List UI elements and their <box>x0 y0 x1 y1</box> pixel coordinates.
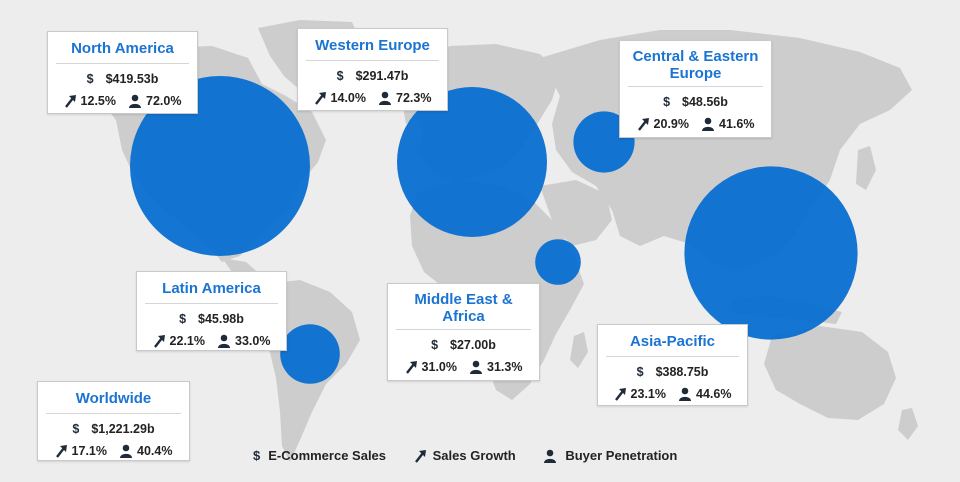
growth-value: 23.1% <box>630 387 666 401</box>
stats-row: 17.1% 40.4% <box>38 444 189 458</box>
trend-arrow-icon <box>314 92 326 105</box>
sales-row: $ $1,221.29b <box>38 422 189 436</box>
middle-east-shape <box>540 180 612 246</box>
sales-value: $48.56b <box>682 95 728 109</box>
sales-row: $ $45.98b <box>137 312 286 326</box>
region-name: North America <box>71 40 174 57</box>
person-icon <box>470 360 482 374</box>
australia-shape <box>764 326 896 420</box>
person-icon <box>129 94 141 108</box>
callout-latin-america: Latin America $ $45.98b 22.1% 33.0% <box>136 271 287 351</box>
region-name: Worldwide <box>75 390 152 407</box>
penetration-value: 72.3% <box>396 91 432 105</box>
legend-label: Buyer Penetration <box>565 448 678 463</box>
sales-row: $ $291.47b <box>298 69 447 83</box>
callout-north-america: North America $ $419.53b 12.5% 72.0% <box>47 31 198 114</box>
stats-row: 14.0% 72.3% <box>298 91 447 105</box>
bubble-latin-america <box>280 324 340 384</box>
divider <box>145 303 278 304</box>
growth-value: 17.1% <box>71 444 107 458</box>
person-icon <box>218 334 230 348</box>
new-zealand-shape <box>898 408 918 440</box>
trend-arrow-icon <box>64 95 76 108</box>
callout-asia-pacific: Asia-Pacific $ $388.75b 23.1% 44.6% <box>597 324 748 406</box>
callout-middle-east-africa: Middle East & Africa $ $27.00b 31.0% 31.3% <box>387 283 540 381</box>
sales-value: $388.75b <box>655 365 709 379</box>
region-name: Western Europe <box>315 37 430 54</box>
legend-item-sales: $ E-Commerce Sales <box>253 448 386 463</box>
growth-value: 31.0% <box>421 360 457 374</box>
person-icon <box>679 387 691 401</box>
penetration-value: 41.6% <box>719 117 755 131</box>
dollar-icon: $ <box>72 422 80 436</box>
legend-item-growth: Sales Growth <box>414 448 516 463</box>
callout-western-europe: Western Europe $ $291.47b 14.0% 72.3% <box>297 28 448 111</box>
person-icon <box>702 117 714 131</box>
penetration-value: 31.3% <box>487 360 523 374</box>
divider <box>56 63 189 64</box>
sales-row: $ $48.56b <box>620 95 771 109</box>
stats-row: 20.9% 41.6% <box>620 117 771 131</box>
growth-value: 22.1% <box>169 334 205 348</box>
legend-item-penetration: Buyer Penetration <box>543 448 677 463</box>
dollar-icon: $ <box>86 72 94 86</box>
person-icon <box>120 444 132 458</box>
dollar-icon: $ <box>663 95 671 109</box>
growth-value: 14.0% <box>330 91 366 105</box>
callout-central-eastern-europe: Central & Eastern Europe $ $48.56b 20.9% 4… <box>619 40 772 138</box>
trend-arrow-icon <box>405 361 417 374</box>
dollar-icon: $ <box>636 365 644 379</box>
divider <box>628 86 763 87</box>
sales-value: $27.00b <box>450 338 496 352</box>
penetration-value: 40.4% <box>137 444 173 458</box>
stats-row: 12.5% 72.0% <box>48 94 197 108</box>
sales-value: $1,221.29b <box>91 422 155 436</box>
stats-row: 31.0% 31.3% <box>388 360 539 374</box>
penetration-value: 44.6% <box>696 387 732 401</box>
dollar-icon: $ <box>253 448 261 463</box>
callout-worldwide: Worldwide $ $1,221.29b 17.1% 40.4% <box>37 381 190 461</box>
divider <box>396 329 531 330</box>
region-name: Central & Eastern Europe <box>632 48 759 82</box>
penetration-value: 33.0% <box>235 334 271 348</box>
sales-value: $419.53b <box>105 72 159 86</box>
legend-label: Sales Growth <box>432 448 516 463</box>
penetration-value: 72.0% <box>146 94 182 108</box>
sales-value: $291.47b <box>355 69 409 83</box>
trend-arrow-icon <box>414 450 426 463</box>
trend-arrow-icon <box>153 335 165 348</box>
divider <box>306 60 439 61</box>
person-icon <box>544 449 557 463</box>
region-name: Latin America <box>162 280 261 297</box>
sales-row: $ $27.00b <box>388 338 539 352</box>
region-name: Asia-Pacific <box>629 333 716 350</box>
divider <box>46 413 181 414</box>
dollar-icon: $ <box>336 69 344 83</box>
madagascar-shape <box>570 332 588 368</box>
dollar-icon: $ <box>179 312 187 326</box>
divider <box>606 356 739 357</box>
bubble-north-america <box>130 76 310 256</box>
person-icon <box>379 91 391 105</box>
trend-arrow-icon <box>614 388 626 401</box>
bubble-western-europe <box>397 87 547 237</box>
trend-arrow-icon <box>637 118 649 131</box>
dollar-icon: $ <box>431 338 439 352</box>
growth-value: 20.9% <box>653 117 689 131</box>
sales-value: $45.98b <box>198 312 244 326</box>
trend-arrow-icon <box>55 445 67 458</box>
sales-row: $ $388.75b <box>598 365 747 379</box>
legend: $ E-Commerce Sales Sales Growth Buyer Pen… <box>253 448 677 463</box>
bubble-asia-pacific <box>684 166 858 340</box>
region-name: Middle East & Africa <box>414 291 513 325</box>
legend-label: E-Commerce Sales <box>268 448 387 463</box>
bubble-middle-east-africa <box>535 239 581 285</box>
stats-row: 22.1% 33.0% <box>137 334 286 348</box>
japan-shape <box>856 146 876 190</box>
sales-row: $ $419.53b <box>48 72 197 86</box>
growth-value: 12.5% <box>80 94 116 108</box>
stats-row: 23.1% 44.6% <box>598 387 747 401</box>
